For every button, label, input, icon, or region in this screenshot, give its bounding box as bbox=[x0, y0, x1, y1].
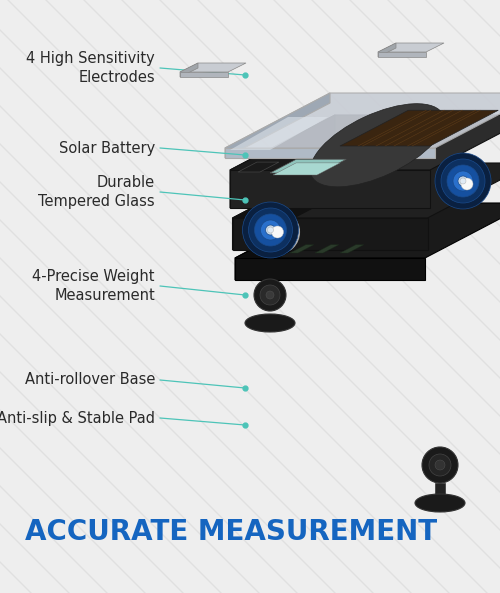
Polygon shape bbox=[230, 117, 328, 150]
Polygon shape bbox=[225, 148, 435, 158]
Circle shape bbox=[264, 218, 291, 246]
Circle shape bbox=[268, 227, 274, 233]
Polygon shape bbox=[232, 163, 338, 250]
Bar bbox=[435, 483, 445, 497]
Polygon shape bbox=[378, 43, 396, 57]
Polygon shape bbox=[290, 245, 314, 253]
Text: Durable
Tempered Glass: Durable Tempered Glass bbox=[38, 175, 155, 209]
Text: ACCURATE MEASUREMENT: ACCURATE MEASUREMENT bbox=[25, 518, 437, 546]
Polygon shape bbox=[273, 163, 340, 175]
Circle shape bbox=[266, 225, 276, 235]
Polygon shape bbox=[340, 245, 364, 253]
Polygon shape bbox=[235, 203, 340, 280]
Circle shape bbox=[461, 178, 473, 190]
Circle shape bbox=[435, 460, 445, 470]
Polygon shape bbox=[230, 170, 430, 208]
Circle shape bbox=[453, 171, 473, 191]
Circle shape bbox=[435, 153, 491, 209]
Polygon shape bbox=[232, 163, 500, 218]
Circle shape bbox=[260, 220, 280, 240]
Circle shape bbox=[447, 165, 479, 197]
Circle shape bbox=[458, 176, 468, 186]
Polygon shape bbox=[225, 93, 330, 158]
Text: 4 High Sensitivity
Electrodes: 4 High Sensitivity Electrodes bbox=[26, 51, 155, 85]
Polygon shape bbox=[230, 115, 500, 170]
Polygon shape bbox=[180, 63, 246, 72]
Circle shape bbox=[441, 159, 485, 203]
Ellipse shape bbox=[245, 314, 295, 332]
Polygon shape bbox=[378, 43, 444, 52]
Polygon shape bbox=[225, 93, 500, 148]
Polygon shape bbox=[315, 245, 339, 253]
Polygon shape bbox=[378, 52, 426, 57]
Circle shape bbox=[254, 214, 286, 246]
Circle shape bbox=[260, 285, 280, 305]
Circle shape bbox=[453, 170, 481, 198]
Text: Anti-rollover Base: Anti-rollover Base bbox=[24, 372, 155, 387]
Circle shape bbox=[266, 291, 274, 299]
Circle shape bbox=[460, 178, 466, 184]
Text: Anti-slip & Stable Pad: Anti-slip & Stable Pad bbox=[0, 410, 155, 426]
Ellipse shape bbox=[310, 104, 444, 187]
Polygon shape bbox=[340, 110, 498, 146]
Circle shape bbox=[429, 454, 451, 476]
Circle shape bbox=[242, 202, 298, 258]
Polygon shape bbox=[232, 218, 428, 250]
Circle shape bbox=[422, 447, 458, 483]
Circle shape bbox=[256, 210, 300, 254]
Polygon shape bbox=[270, 160, 346, 173]
Polygon shape bbox=[235, 203, 500, 258]
Text: 4-Precise Weight
Measurement: 4-Precise Weight Measurement bbox=[32, 269, 155, 303]
Polygon shape bbox=[238, 162, 279, 172]
Circle shape bbox=[248, 208, 292, 252]
Text: Solar Battery: Solar Battery bbox=[59, 141, 155, 155]
Ellipse shape bbox=[415, 494, 465, 512]
Circle shape bbox=[272, 226, 283, 238]
Polygon shape bbox=[180, 63, 198, 77]
Polygon shape bbox=[230, 115, 335, 208]
Polygon shape bbox=[180, 72, 228, 77]
Circle shape bbox=[254, 279, 286, 311]
Circle shape bbox=[445, 162, 489, 206]
Polygon shape bbox=[235, 258, 425, 280]
